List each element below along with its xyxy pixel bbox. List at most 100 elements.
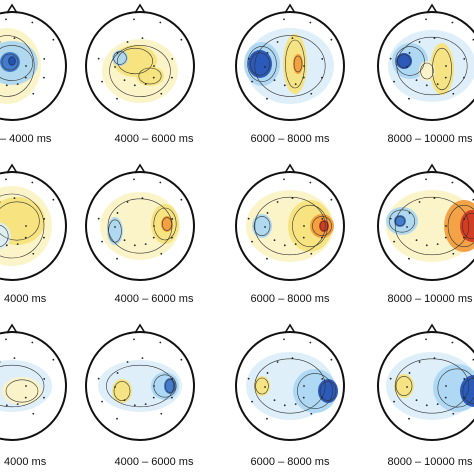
- electrode: [273, 239, 276, 242]
- electrode: [283, 18, 285, 21]
- electrode: [101, 240, 103, 243]
- electrode: [393, 400, 395, 403]
- topo-map: [0, 178, 55, 266]
- electrode: [283, 404, 286, 407]
- electrode: [32, 92, 35, 95]
- electrode: [133, 244, 136, 247]
- contour: [394, 196, 470, 256]
- electrode: [444, 76, 447, 79]
- contour: [161, 217, 173, 231]
- contour: [113, 381, 131, 401]
- electrode: [436, 243, 439, 246]
- electrode: [451, 181, 454, 184]
- electrode: [251, 80, 253, 83]
- electrode: [43, 396, 45, 399]
- electrode: [32, 412, 35, 415]
- time-window-label: 6000 – 8000 ms: [251, 133, 330, 145]
- electrode: [276, 361, 279, 363]
- electrode: [436, 83, 439, 86]
- contour: [108, 219, 122, 243]
- electrode: [101, 80, 103, 83]
- electrode: [141, 357, 144, 360]
- electrode: [276, 41, 279, 43]
- electrode: [445, 65, 447, 67]
- electrode: [13, 357, 16, 360]
- electrode: [171, 236, 173, 239]
- topo-blob: [419, 61, 435, 81]
- topo-map: [386, 338, 474, 420]
- contour: [0, 201, 40, 241]
- electrode: [13, 197, 16, 200]
- time-window-label: 8000 – 10000 ms: [387, 133, 473, 145]
- head-outline: [377, 171, 474, 281]
- electrode: [153, 225, 155, 227]
- electrode: [408, 97, 410, 100]
- electrode: [294, 83, 297, 86]
- electrode: [16, 243, 19, 246]
- electrode: [152, 396, 155, 399]
- nose: [426, 3, 438, 14]
- electrode: [171, 378, 174, 380]
- electrode: [24, 396, 27, 399]
- electrode: [445, 385, 447, 387]
- electrode: [52, 198, 55, 201]
- topo-blob: [252, 214, 272, 238]
- contour: [138, 67, 162, 85]
- electrode: [463, 378, 466, 380]
- electrode: [433, 197, 436, 200]
- electrode: [114, 386, 116, 388]
- electrode: [294, 403, 297, 406]
- electrode: [116, 372, 119, 374]
- electrode: [310, 92, 313, 95]
- time-window-label: – 4000 ms: [0, 133, 52, 145]
- contour: [0, 193, 45, 259]
- electrode: [406, 386, 408, 388]
- electrode: [160, 252, 163, 255]
- electrode: [24, 76, 27, 79]
- electrode: [116, 212, 119, 214]
- electrode: [126, 361, 129, 363]
- electrode: [302, 76, 305, 79]
- electrode: [16, 83, 19, 86]
- electrode: [266, 257, 268, 260]
- electrode: [16, 403, 19, 406]
- electrode: [444, 236, 447, 239]
- electrode: [393, 80, 395, 83]
- electrode: [123, 239, 126, 242]
- electrode: [463, 218, 466, 220]
- electrode: [433, 37, 436, 40]
- time-window-label: 4000 – 6000 ms: [115, 133, 194, 145]
- electrode: [43, 378, 46, 380]
- electrode: [463, 58, 466, 60]
- electrode: [5, 244, 8, 247]
- electrode: [330, 38, 333, 41]
- contour: [247, 46, 277, 82]
- electrode: [389, 217, 392, 220]
- electrode: [291, 357, 294, 360]
- topo-blob: [2, 377, 42, 405]
- electrode: [273, 79, 276, 82]
- nose: [284, 323, 296, 334]
- electrode: [425, 338, 427, 341]
- electrode: [114, 226, 116, 228]
- head-outline: [235, 331, 345, 441]
- contour: [254, 358, 326, 414]
- electrode: [266, 52, 269, 54]
- topo-map: [244, 18, 334, 104]
- electrode: [452, 92, 455, 95]
- topo-blob: [112, 379, 132, 403]
- electrode: [444, 396, 447, 399]
- topo-blob: [460, 375, 474, 407]
- contour: [107, 198, 173, 254]
- contour: [164, 379, 176, 393]
- topo-map: [246, 338, 338, 420]
- contour: [254, 196, 326, 256]
- electrode: [43, 76, 45, 79]
- electrode: [451, 21, 454, 24]
- electrode: [43, 58, 46, 60]
- electrode: [43, 236, 45, 239]
- electrode: [321, 76, 323, 79]
- topo-map: [97, 178, 183, 260]
- electrode: [291, 37, 294, 40]
